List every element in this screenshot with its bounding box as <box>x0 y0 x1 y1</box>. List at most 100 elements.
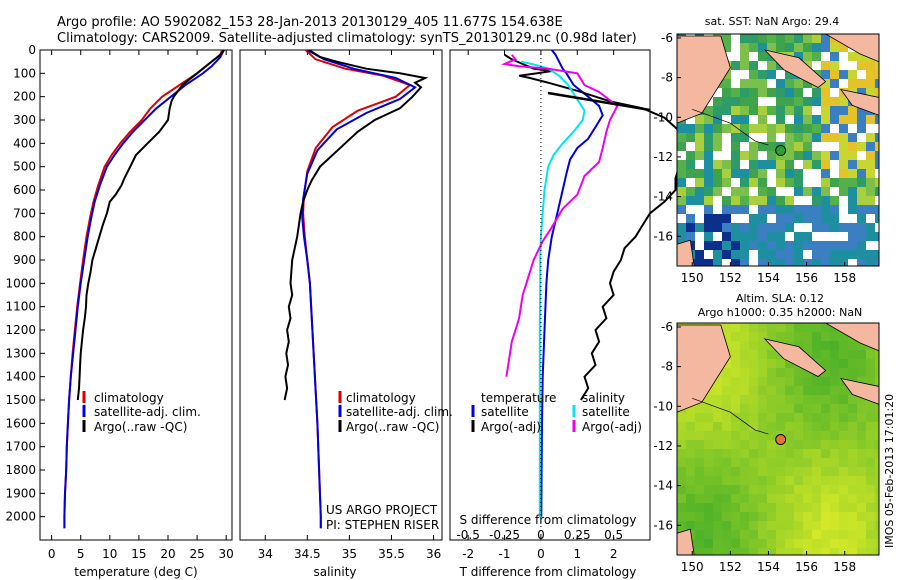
map-cell <box>740 350 749 359</box>
map-cell <box>794 332 803 341</box>
map-cell <box>785 377 794 386</box>
map-cell <box>794 404 803 413</box>
map-cell <box>713 223 722 232</box>
map-content <box>677 323 879 555</box>
map-cell <box>848 458 857 467</box>
map-cell <box>812 503 821 512</box>
map-cell <box>875 521 879 530</box>
map-cell <box>776 485 785 494</box>
map-cell <box>695 151 704 160</box>
map-cell <box>740 422 749 431</box>
map-cell <box>749 404 758 413</box>
map-cell <box>812 494 821 503</box>
map-cell <box>758 34 767 43</box>
map-cell <box>839 115 848 124</box>
map-cell <box>848 79 857 88</box>
map-cell <box>731 341 740 350</box>
map-cell <box>830 214 839 223</box>
depth-tick-label: 300 <box>13 113 36 127</box>
map-cell <box>695 133 704 142</box>
map-cell <box>857 548 866 555</box>
map-cell <box>821 494 830 503</box>
map-cell <box>812 241 821 250</box>
map-cell <box>866 133 875 142</box>
map-cell <box>821 151 830 160</box>
map-cell <box>722 34 731 43</box>
map-cell <box>686 431 695 440</box>
map-cell <box>758 88 767 97</box>
salinity-xtick-label: 35 <box>342 547 357 561</box>
map-cell <box>821 43 830 52</box>
reef-outline <box>692 398 769 435</box>
map-cell <box>821 187 830 196</box>
map-cell <box>839 97 848 106</box>
map-cell <box>749 467 758 476</box>
map-cell <box>767 413 776 422</box>
map-cell <box>704 422 713 431</box>
map-cell <box>767 205 776 214</box>
map-cell <box>722 386 731 395</box>
map-cell <box>830 530 839 539</box>
map-cell <box>830 178 839 187</box>
map-cell <box>785 232 794 241</box>
map-cell <box>812 43 821 52</box>
salinity-panel-frame <box>239 49 443 541</box>
header-line-1: Argo profile: AO 5902082_153 28-Jan-2013… <box>57 15 563 30</box>
map-cell <box>713 530 722 539</box>
map-cell <box>713 97 722 106</box>
map-cell <box>794 386 803 395</box>
map-cell <box>740 205 749 214</box>
map-cell <box>803 88 812 97</box>
map-cell <box>839 142 848 151</box>
map-cell <box>794 476 803 485</box>
depth-tick-label: 1200 <box>5 323 36 337</box>
map-cell <box>812 34 821 43</box>
map-cell <box>713 377 722 386</box>
depth-tick-label: 2000 <box>5 510 36 524</box>
map-cell <box>839 341 848 350</box>
map-cell <box>749 196 758 205</box>
map-cell <box>857 359 866 368</box>
map-cell <box>740 160 749 169</box>
map-cell <box>794 196 803 205</box>
map-cell <box>722 413 731 422</box>
map-cell <box>776 539 785 548</box>
depth-tick-label: 200 <box>13 90 36 104</box>
map-cell <box>812 449 821 458</box>
map-cell <box>812 404 821 413</box>
map-cell <box>821 160 830 169</box>
map-cell <box>785 34 794 43</box>
map-cell <box>821 214 830 223</box>
map-cell <box>839 124 848 133</box>
map-cell <box>803 494 812 503</box>
map-cell <box>776 232 785 241</box>
map-cell <box>848 431 857 440</box>
map-cell <box>866 521 875 530</box>
map-cell <box>677 440 686 449</box>
map-cell <box>731 52 740 61</box>
map-cell <box>686 521 695 530</box>
map-cell <box>857 160 866 169</box>
map-cell <box>722 548 731 555</box>
map-cell <box>794 440 803 449</box>
map-cell <box>713 413 722 422</box>
map-cell <box>812 548 821 555</box>
map-cell <box>686 151 695 160</box>
map-cell <box>713 422 722 431</box>
depth-tick-label: 1400 <box>5 370 36 384</box>
map-cell <box>731 151 740 160</box>
map-cell <box>776 503 785 512</box>
map-cell <box>740 232 749 241</box>
map-cell <box>821 458 830 467</box>
map-cell <box>803 422 812 431</box>
map-cell <box>749 205 758 214</box>
map-cell <box>731 97 740 106</box>
map-cell <box>857 494 866 503</box>
map-cell <box>677 133 686 142</box>
salinity-legend: climatology satellite-adj. clim. Argo(..… <box>338 391 453 434</box>
map-cell <box>821 115 830 124</box>
map-cell <box>677 521 686 530</box>
map-cell <box>785 124 794 133</box>
map-cell <box>704 476 713 485</box>
map-cell <box>740 88 749 97</box>
